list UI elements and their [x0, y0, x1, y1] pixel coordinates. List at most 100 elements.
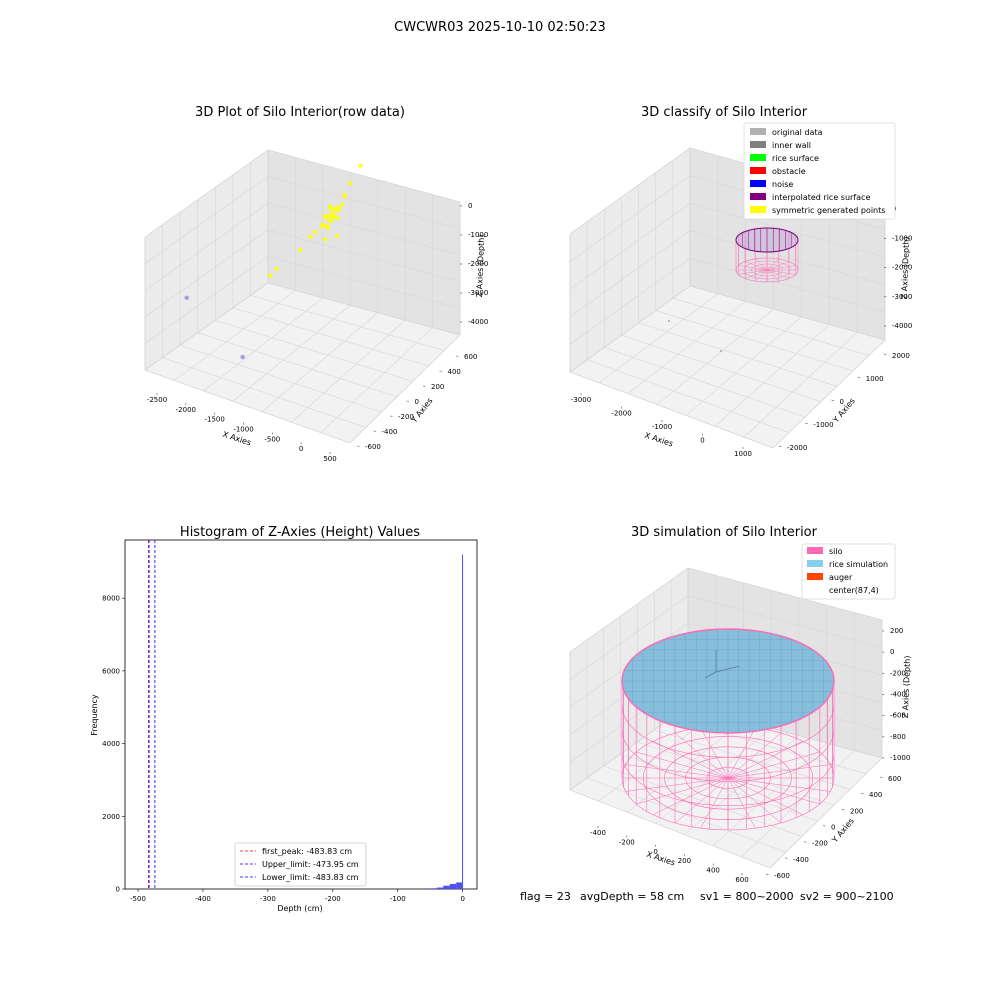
- tick-label: 400: [869, 791, 882, 799]
- data-point: [184, 295, 189, 300]
- tick-mark: [765, 873, 769, 875]
- footer-sv2: sv2 = 900~2100: [800, 890, 894, 903]
- plot-frame: [124, 539, 478, 890]
- p2-y-ticks: -2000 -1000 0 1000 2000: [778, 352, 910, 452]
- tick-label: 200: [678, 857, 691, 865]
- tick-label: -4000: [468, 318, 488, 326]
- tick-label: -500: [264, 435, 280, 443]
- tick-mark: [860, 792, 864, 795]
- x-tick-label: -300: [260, 895, 276, 903]
- legend-label: original data: [772, 128, 823, 137]
- silo-floor-spoke: [700, 777, 729, 829]
- histogram-bar: [443, 885, 450, 889]
- footer-sv1: sv1 = 800~2000: [700, 890, 794, 903]
- tick-label: -1000: [813, 421, 833, 429]
- tick-label: 200: [890, 627, 903, 635]
- tick-label: 400: [707, 867, 720, 875]
- data-point: [358, 163, 363, 168]
- grid-line: [144, 176, 461, 264]
- data-point: [348, 180, 353, 186]
- tick-label: 200: [431, 383, 444, 391]
- data-point: [329, 218, 334, 223]
- x-tick-label: 0: [460, 895, 464, 903]
- legend-swatch: [750, 128, 766, 135]
- grid-line: [772, 339, 886, 449]
- grid-line: [769, 757, 883, 869]
- tick-label: -1000: [233, 426, 253, 434]
- panel-3-title: Histogram of Z-Axies (Height) Values: [180, 525, 420, 540]
- grid-line: [656, 308, 774, 405]
- data-point: [274, 266, 280, 272]
- grid-line: [569, 202, 886, 290]
- data-point: [324, 223, 329, 228]
- grid-line: [232, 307, 429, 367]
- grid-line: [197, 332, 398, 397]
- tick-mark: [879, 776, 883, 778]
- panel-simulation: 3D simulation of Silo Interior -400-2000…: [569, 525, 912, 884]
- grid-line: [627, 301, 746, 394]
- data-point: [308, 234, 313, 239]
- tick-label: 0: [700, 437, 704, 445]
- tick-label: -1500: [204, 416, 224, 424]
- legend-frame: [801, 543, 896, 600]
- tick-label: 2000: [892, 352, 910, 360]
- tick-label: -200: [890, 669, 906, 677]
- legend-swatch: [807, 560, 823, 567]
- tick-mark: [822, 825, 826, 827]
- histogram-bar: [430, 888, 437, 889]
- p2-cylinder: [668, 227, 799, 352]
- tick-label: -2000: [176, 406, 196, 414]
- silo-floor-spoke: [625, 764, 729, 779]
- figure-title: CWCWR03 2025-10-10 02:50:23: [394, 20, 606, 35]
- tick-label: -400: [890, 691, 906, 699]
- grid-line: [250, 295, 445, 351]
- p1-z-ticks: 0 -1000 -2000 -3000 -4000: [460, 202, 488, 326]
- data-point: [668, 320, 670, 322]
- x-tick-label: -400: [195, 895, 211, 903]
- y-tick-label: 8000: [102, 595, 120, 603]
- grid-line: [741, 750, 855, 858]
- p4-silo-wireframe: [621, 628, 835, 831]
- tick-mark: [831, 399, 834, 401]
- tick-label: -200: [812, 840, 828, 848]
- legend-label: first_peak: -483.83 cm: [262, 847, 352, 856]
- p4-z-label: Z Axies (Depth): [901, 655, 912, 718]
- grid-line: [587, 359, 790, 433]
- tick-label: 600: [735, 876, 748, 884]
- silo-floor-spoke: [727, 751, 820, 779]
- legend-label: noise: [772, 180, 793, 189]
- legend-frame: [234, 842, 367, 887]
- legend-label: auger: [829, 573, 853, 582]
- silo-floor-spoke: [727, 777, 756, 829]
- grid-line: [672, 297, 870, 356]
- data-point: [322, 237, 328, 242]
- silo-floor-spoke: [625, 777, 729, 792]
- histogram-bar: [456, 882, 463, 889]
- legend-swatch: [750, 167, 766, 174]
- p4-legend: silo rice simulation auger center(87,4): [801, 543, 896, 600]
- grid-line: [291, 319, 406, 423]
- legend-label: interpolated rice surface: [772, 193, 870, 202]
- panel-1-title: 3D Plot of Silo Interior(row data): [195, 105, 405, 120]
- tick-label: 0: [840, 398, 844, 406]
- silo-floor-spoke: [727, 777, 804, 815]
- p1-points: [184, 163, 363, 360]
- legend-label: obstacle: [772, 167, 806, 176]
- legend-label: silo: [829, 547, 843, 556]
- grid-line: [232, 305, 351, 402]
- grid-line: [569, 371, 774, 449]
- grid-line: [604, 347, 806, 418]
- grid-line: [569, 567, 883, 653]
- p3-x-label: Depth (cm): [277, 904, 322, 913]
- tick-mark: [857, 376, 861, 378]
- tick-label: -400: [590, 829, 606, 837]
- panel-raw-scatter: 3D Plot of Silo Interior(row data) -2500…: [144, 105, 488, 463]
- legend-label: center(87,4): [829, 586, 879, 595]
- p1-z-label: Z Axies (Depth): [475, 234, 486, 297]
- grid-line: [712, 742, 827, 846]
- grid-line: [144, 202, 461, 291]
- tick-mark: [805, 422, 808, 424]
- grid-line: [654, 729, 851, 790]
